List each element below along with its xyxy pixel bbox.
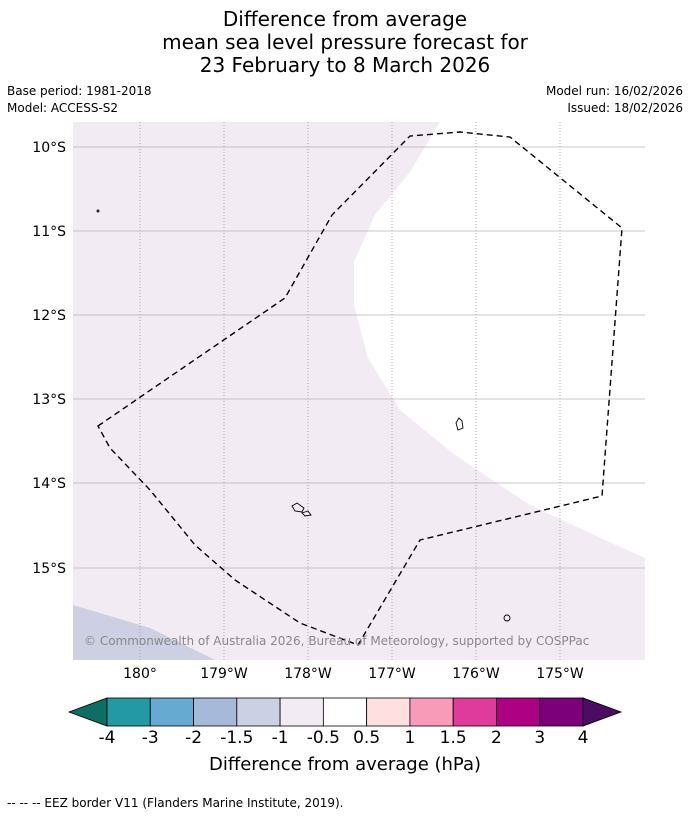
anomaly-fill-light-blue	[73, 605, 215, 660]
colorbar-tick-label: 1	[404, 728, 415, 748]
base-period-label: Base period: 1981-2018	[7, 84, 152, 98]
island-outline	[503, 614, 511, 622]
model-label: Model: ACCESS-S2	[7, 101, 119, 115]
colorbar-segment	[409, 697, 454, 727]
colorbar-segment	[366, 697, 411, 727]
latitude-labels: 10°S 11°S 12°S 13°S 14°S 15°S	[32, 140, 66, 577]
island-outline	[96, 209, 100, 213]
colorbar-tick-label: -4	[99, 728, 116, 748]
meta-right: Model run: 16/02/2026 Issued: 18/02/2026	[546, 83, 683, 117]
colorbar-segment	[236, 697, 281, 727]
issued-label: Issued: 18/02/2026	[567, 101, 683, 115]
colorbar-tick-label: -0.5	[307, 728, 340, 748]
eez-border-line	[97, 131, 623, 646]
title-line-1: Difference from average	[222, 7, 468, 31]
model-run-label: Model run: 16/02/2026	[545, 84, 683, 98]
island-outline	[301, 510, 312, 517]
lat-label: 10°S	[32, 140, 66, 156]
colorbar-max-extend	[582, 697, 623, 727]
eez-legend: -- -- -- EEZ border V11 (Flanders Marine…	[7, 796, 344, 810]
colorbar-tick-label: 0.5	[353, 728, 380, 748]
lon-label: 176°W	[452, 666, 500, 682]
lat-label: 14°S	[32, 476, 66, 492]
title-line-3: 23 February to 8 March 2026	[199, 53, 491, 77]
colorbar-segment	[452, 697, 497, 727]
lon-label: 179°W	[200, 666, 248, 682]
colorbar: -4 -3 -2 -1.5 -1 -0.5 0.5 1 1.5 2 3 4	[67, 697, 623, 748]
latitude-gridlines	[73, 146, 645, 569]
lon-label: 178°W	[284, 666, 332, 682]
meta-left: Base period: 1981-2018 Model: ACCESS-S2	[7, 83, 152, 117]
lon-label: 175°W	[536, 666, 584, 682]
island-outlines	[96, 209, 511, 622]
island-outline	[455, 417, 464, 431]
colorbar-label: Difference from average (hPa)	[209, 754, 481, 775]
colorbar-segment	[322, 697, 368, 727]
lat-label: 11°S	[32, 224, 66, 240]
colorbar-tick-label: -2	[185, 728, 202, 748]
longitude-labels: 180° 179°W 178°W 177°W 176°W 175°W	[123, 666, 584, 682]
chart-title: Difference from average mean sea level p…	[0, 8, 690, 77]
colorbar-tick-label: 4	[578, 728, 589, 748]
colorbar-segment	[106, 697, 151, 727]
colorbar-segment	[539, 697, 584, 727]
lat-label: 12°S	[32, 308, 66, 324]
lon-label: 180°	[123, 666, 157, 682]
colorbar-tick-label: 1.5	[440, 728, 467, 748]
colorbar-segment	[149, 697, 194, 727]
colorbar-segment	[193, 697, 238, 727]
copyright-text: © Commonwealth of Australia 2026, Bureau…	[84, 634, 589, 648]
island-outline	[291, 502, 305, 513]
lat-label: 13°S	[32, 392, 66, 408]
lon-label: 177°W	[368, 666, 416, 682]
colorbar-min-extend	[67, 697, 108, 727]
colorbar-tick-label: -3	[142, 728, 159, 748]
map-area: © Commonwealth of Australia 2026, Bureau…	[73, 122, 645, 660]
colorbar-segment	[496, 697, 541, 727]
colorbar-tick-label: -1	[272, 728, 289, 748]
colorbar-segment	[279, 697, 324, 727]
colorbar-tick-label: -1.5	[220, 728, 253, 748]
title-line-2: mean sea level pressure forecast for	[162, 30, 528, 54]
lat-label: 15°S	[32, 561, 66, 577]
colorbar-tick-label: 2	[491, 728, 502, 748]
colorbar-tick-label: 3	[534, 728, 545, 748]
